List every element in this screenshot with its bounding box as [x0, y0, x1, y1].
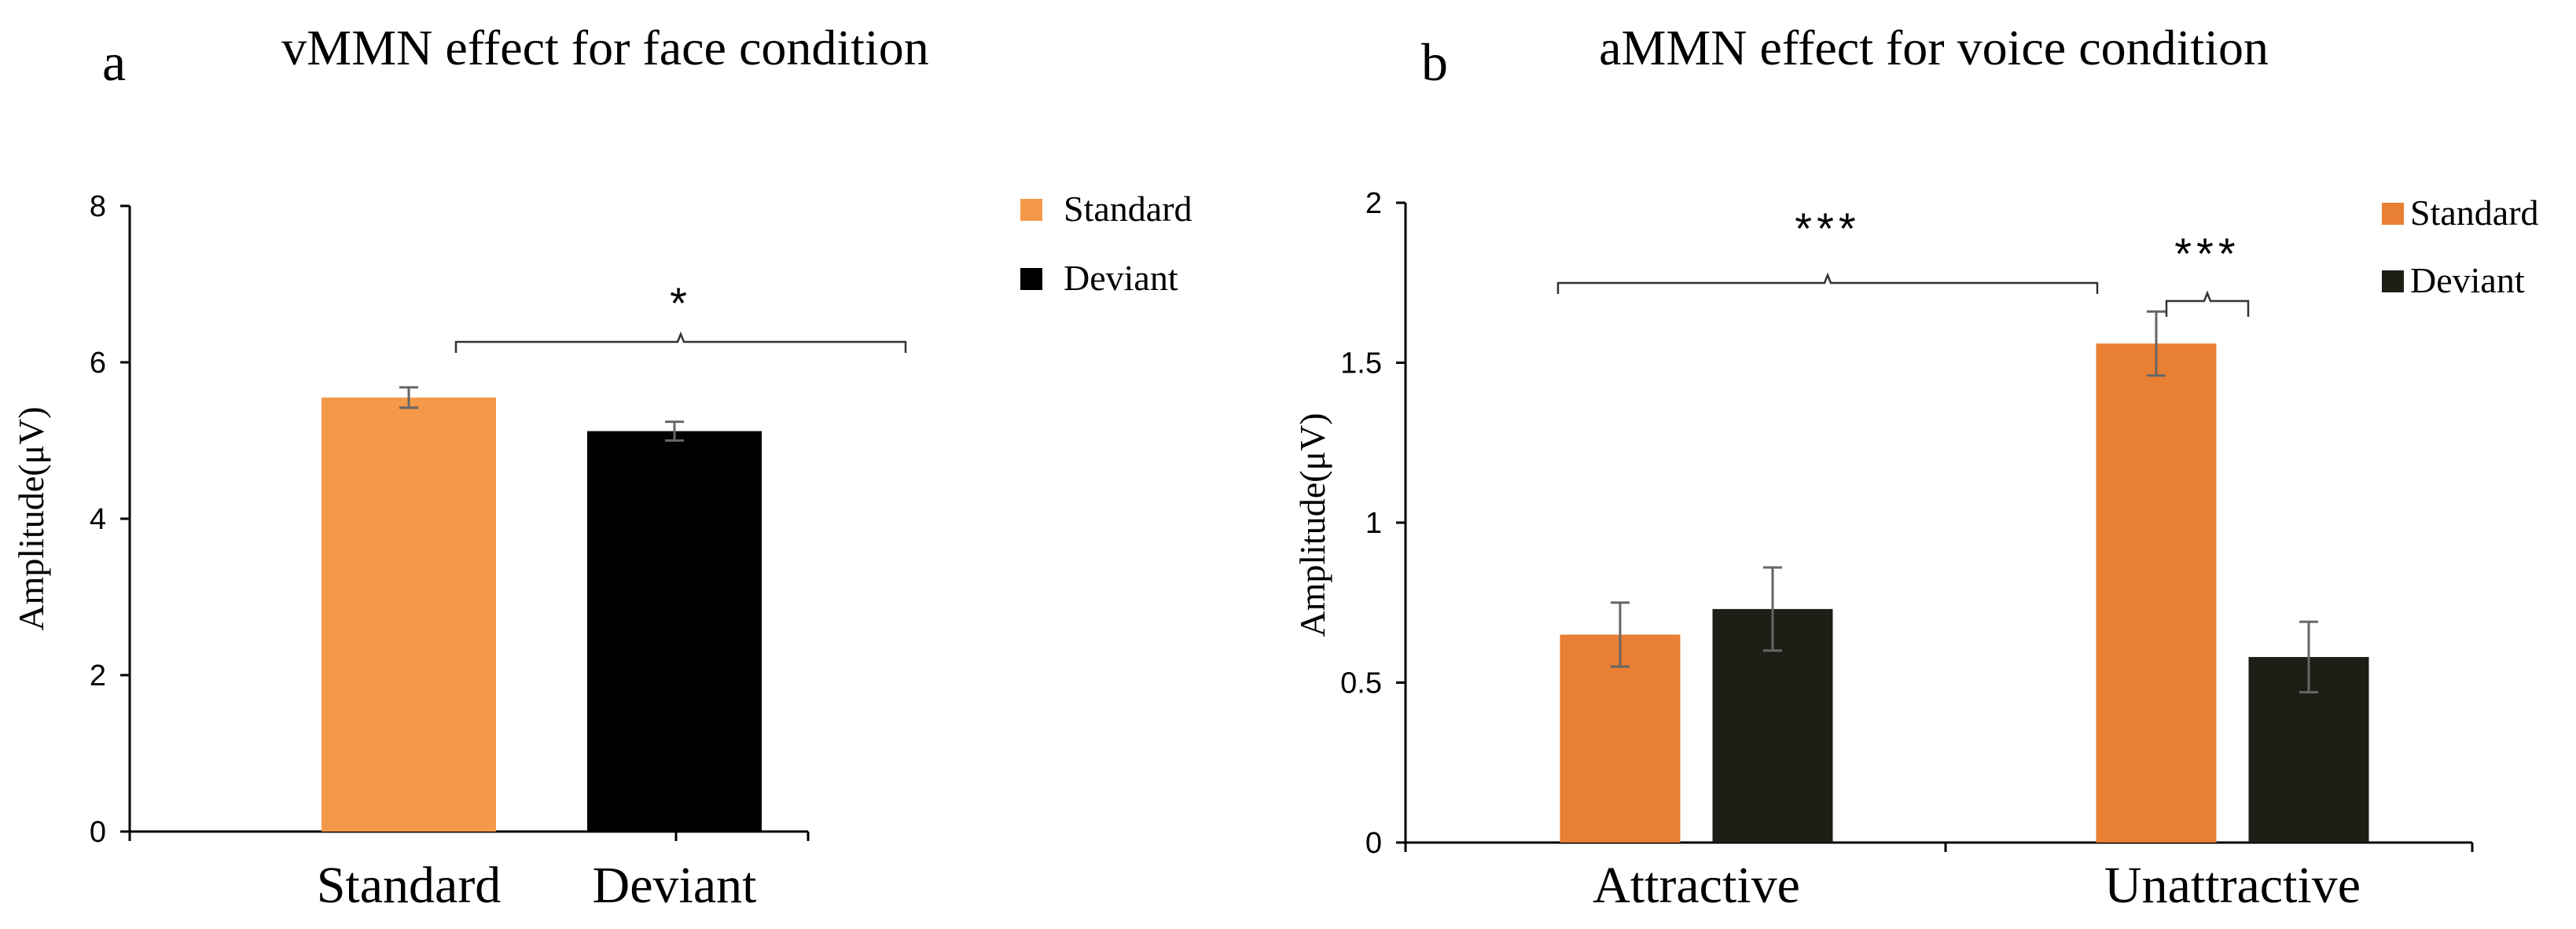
x-category-label: Unattractive	[2104, 857, 2361, 914]
y-tick-label: 0	[90, 816, 106, 849]
legend-label-standard: Standard	[2410, 193, 2539, 233]
significance-bracket	[1556, 272, 2099, 294]
x-category-label: Deviant	[593, 857, 757, 914]
y-tick-label: 4	[90, 503, 106, 536]
panel-b-chart: b aMMN effect for voice condition Amplitud…	[1292, 20, 2539, 914]
y-tick-label: 1	[1365, 507, 1382, 540]
significance-label: ***	[2174, 229, 2240, 278]
bar-deviant-deviant	[587, 431, 762, 832]
legend-swatch-deviant	[2382, 270, 2404, 292]
panel-a-chart: a vMMN effect for face condition Amplitude…	[11, 20, 1192, 914]
legend-label-deviant: Deviant	[1064, 258, 1178, 298]
significance-bracket	[2165, 290, 2250, 317]
legend-label-deviant: Deviant	[2410, 260, 2525, 300]
bar-standard-attractive	[1560, 634, 1681, 843]
bar-standard-unattractive	[2096, 343, 2217, 843]
y-axis-label: Amplitude(μV)	[1292, 413, 1332, 637]
y-axis-label: Amplitude(μV)	[11, 406, 51, 630]
legend-swatch-deviant	[1020, 268, 1042, 290]
y-tick-label: 0.5	[1340, 667, 1382, 700]
y-tick-label: 0	[1365, 827, 1382, 860]
x-category-label: Attractive	[1593, 857, 1800, 914]
legend-swatch-standard	[1020, 199, 1042, 221]
y-tick-label: 2	[1365, 187, 1382, 220]
chart-title: vMMN effect for face condition	[281, 20, 928, 75]
panel-label: b	[1421, 32, 1448, 92]
panel-label: a	[102, 32, 126, 92]
legend-swatch-standard	[2382, 203, 2404, 225]
y-tick-label: 8	[90, 190, 106, 223]
significance-label: ***	[1795, 204, 1860, 253]
significance-label: *	[670, 278, 692, 328]
chart-title: aMMN effect for voice condition	[1599, 20, 2269, 75]
bar-standard-standard	[322, 397, 496, 832]
significance-bracket	[454, 331, 907, 353]
y-tick-label: 1.5	[1340, 347, 1382, 380]
x-category-label: Standard	[317, 857, 502, 914]
y-tick-label: 2	[90, 659, 106, 692]
y-tick-label: 6	[90, 347, 106, 380]
legend-label-standard: Standard	[1064, 189, 1192, 229]
